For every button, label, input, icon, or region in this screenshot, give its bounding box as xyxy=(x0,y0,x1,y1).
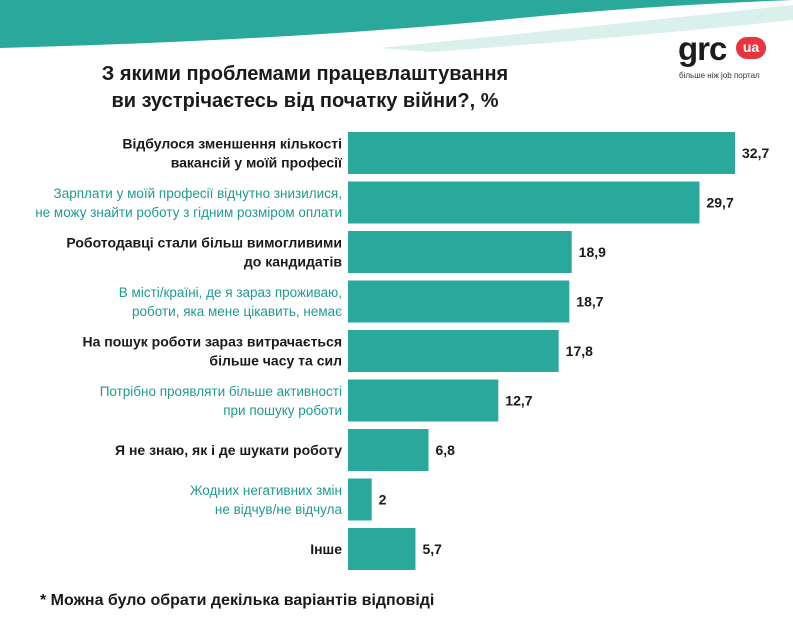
category-label: Зарплати у моїй професії відчутно знизил… xyxy=(35,186,342,220)
category-label-line: Потрібно проявляти більше активності xyxy=(100,384,342,399)
category-label-line: не відчув/не відчула xyxy=(215,502,343,517)
bar-row: 6,8 Я не знаю, як і де шукати роботу xyxy=(115,429,455,471)
category-label-line: до кандидатів xyxy=(244,254,342,270)
bar-value-label: 2 xyxy=(379,492,387,508)
bar-row: 2 Жодних негативних змін не відчув/не відч… xyxy=(190,478,387,521)
category-label-line: Жодних негативних змін xyxy=(190,483,342,498)
logo-tagline: більше ніж job портал xyxy=(679,71,760,80)
chart-title-line-1: З якими проблемами працевлаштування xyxy=(101,63,509,85)
logo-badge: ua xyxy=(736,37,766,59)
category-label-line: роботи, яка мене цікавить, немає xyxy=(132,304,342,319)
bar-row: 18,9 Роботодавці стали більш вимогливими д… xyxy=(66,231,606,273)
category-label-line: В місті/країні, де я зараз проживаю, xyxy=(119,285,342,300)
category-label-line: Я не знаю, як і де шукати роботу xyxy=(115,442,342,458)
category-label: В місті/країні, де я зараз проживаю, робо… xyxy=(119,285,342,319)
bar-value-label: 6,8 xyxy=(435,442,455,458)
category-label-line: більше часу та сил xyxy=(209,353,342,369)
banner-curve xyxy=(0,0,793,60)
chart-title: З якими проблемами працевлаштування ви з… xyxy=(20,61,590,115)
category-label-line: Роботодавці стали більш вимогливими xyxy=(66,235,342,251)
bar-row: 17,8 На пошук роботи зараз витрачається бі… xyxy=(83,330,593,372)
bar xyxy=(348,478,372,521)
chart-title-line-2: ви зустрічаєтесь від початку війни?, % xyxy=(111,90,499,112)
banner-accent xyxy=(380,5,793,52)
grc-logo: grc ua більше ніж job портал xyxy=(676,30,776,90)
bar-value-label: 32,7 xyxy=(742,145,769,161)
bar xyxy=(348,379,499,422)
category-label-line: при пошуку роботи xyxy=(223,403,342,418)
bar-chart: 32,7 Відбулося зменшення кількості вакансі… xyxy=(35,132,769,570)
bar-row: 5,7 Інше xyxy=(310,528,442,570)
bar-value-label: 29,7 xyxy=(706,195,733,211)
category-label: Відбулося зменшення кількості вакансій у … xyxy=(122,136,343,171)
bar-value-label: 5,7 xyxy=(422,541,442,557)
category-label-line: Зарплати у моїй професії відчутно знизил… xyxy=(54,186,342,201)
bar-value-label: 18,9 xyxy=(579,244,606,260)
bar xyxy=(348,181,700,224)
bar-value-label: 17,8 xyxy=(566,343,593,359)
category-label-line: Інше xyxy=(310,541,342,557)
bar xyxy=(348,231,572,273)
bar xyxy=(348,528,416,570)
logo-brand: grc xyxy=(678,30,727,67)
category-label-line: На пошук роботи зараз витрачається xyxy=(83,334,343,350)
bar-value-label: 12,7 xyxy=(505,393,532,409)
bar xyxy=(348,280,570,323)
category-label-line: не можу знайти роботу з гідним розміром … xyxy=(35,205,342,220)
category-label: Жодних негативних змін не відчув/не відчу… xyxy=(190,483,343,517)
category-label-line: Відбулося зменшення кількості xyxy=(122,136,342,152)
category-label: Потрібно проявляти більше активності при … xyxy=(100,384,342,418)
bar-row: 18,7 В місті/країні, де я зараз проживаю,… xyxy=(119,280,604,323)
footnote: * Можна було обрати декілька варіантів в… xyxy=(40,592,435,609)
header-banner xyxy=(0,0,793,60)
bar xyxy=(348,132,735,174)
bar-row: 32,7 Відбулося зменшення кількості вакансі… xyxy=(122,132,769,174)
bar-row: 12,7 Потрібно проявляти більше активності… xyxy=(100,379,533,422)
category-label-line: вакансій у моїй професії xyxy=(171,155,343,171)
bar xyxy=(348,330,559,372)
category-label: На пошук роботи зараз витрачається більше… xyxy=(83,334,343,369)
category-label: Роботодавці стали більш вимогливими до ка… xyxy=(66,235,342,270)
bar-value-label: 18,7 xyxy=(576,294,603,310)
bar xyxy=(348,429,429,471)
category-label: Я не знаю, як і де шукати роботу xyxy=(115,442,342,458)
bar-row: 29,7 Зарплати у моїй професії відчутно зн… xyxy=(35,181,734,224)
category-label: Інше xyxy=(310,541,342,557)
